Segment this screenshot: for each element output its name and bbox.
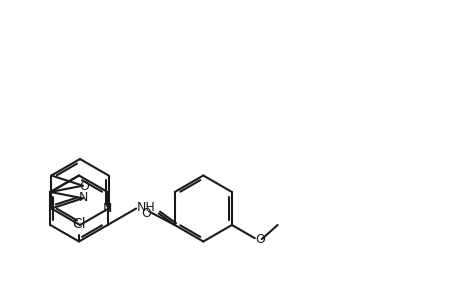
Text: O: O [140,207,151,220]
Text: Cl: Cl [72,218,86,232]
Text: N: N [103,202,112,215]
Text: O: O [78,180,89,193]
Text: O: O [255,233,265,246]
Text: NH: NH [137,201,156,214]
Text: N: N [79,191,88,204]
